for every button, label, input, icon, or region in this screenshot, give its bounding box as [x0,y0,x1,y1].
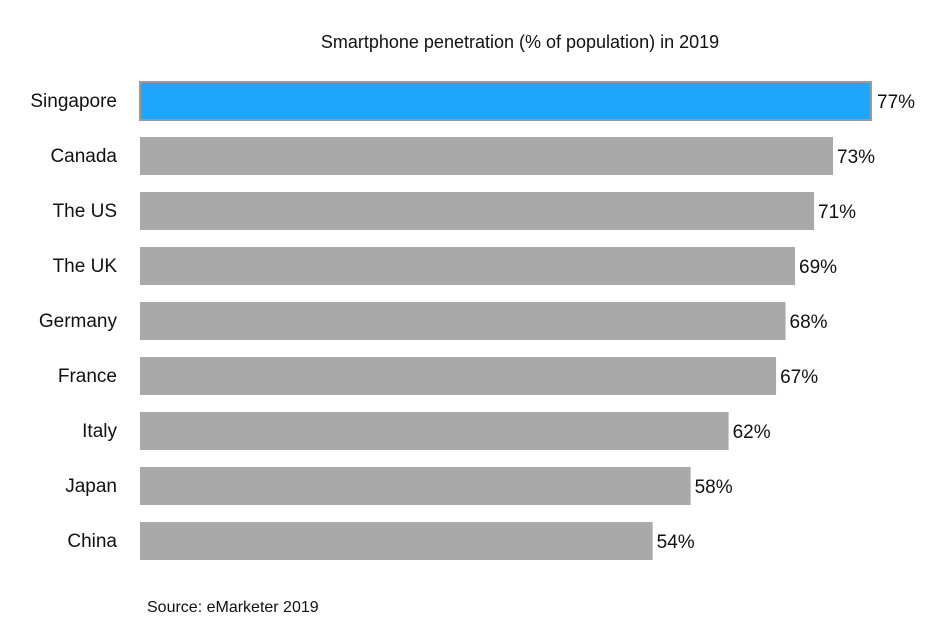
bar-japan [140,467,691,505]
bar-china [140,522,653,560]
category-label: Italy [82,421,117,442]
value-label: 77% [877,92,915,113]
bars-group: Singapore 77% Canada 73% The US 71% The UK 69% G… [30,81,915,560]
value-label: 68% [790,312,828,333]
bar-germany [140,302,786,340]
category-label: Germany [39,311,118,332]
bar-canada [140,137,834,175]
source-note: Source: eMarketer 2019 [147,599,319,616]
category-label: Canada [50,146,117,167]
value-label: 67% [780,367,818,388]
value-label: 71% [818,202,856,223]
chart-title: Smartphone penetration (% of population)… [321,32,719,52]
category-label: The US [53,201,117,222]
value-label: 58% [695,477,733,498]
value-label: 69% [799,257,837,278]
bar-singapore [139,81,872,121]
bar-italy [140,412,729,450]
bar-the-us [140,192,815,230]
value-label: 73% [837,147,875,168]
bar-france [140,357,777,395]
category-label: Japan [65,476,117,497]
value-label: 54% [657,532,695,553]
bar-the-uk [140,247,796,285]
category-label: China [67,531,117,552]
value-label: 62% [733,422,771,443]
category-label: France [58,366,117,387]
category-label: Singapore [30,91,117,112]
category-label: The UK [53,256,118,277]
